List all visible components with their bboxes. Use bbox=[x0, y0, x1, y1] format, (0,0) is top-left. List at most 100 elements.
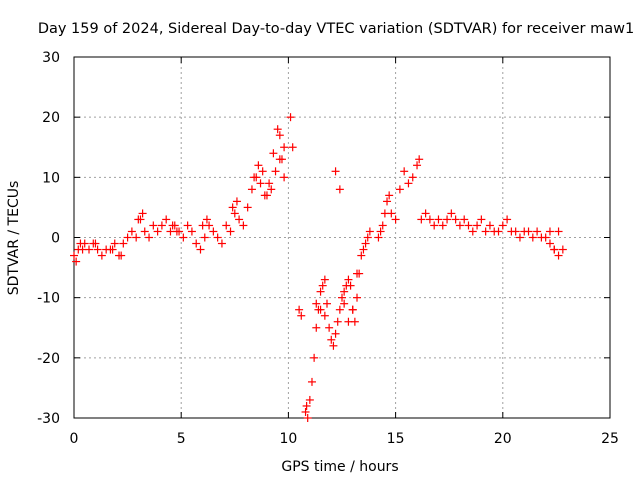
data-point bbox=[312, 323, 321, 332]
y-tick-label: -20 bbox=[37, 351, 60, 367]
data-point bbox=[344, 317, 353, 326]
data-point bbox=[302, 401, 311, 410]
data-point bbox=[545, 227, 554, 236]
data-point bbox=[325, 323, 334, 332]
y-tick-label: -10 bbox=[37, 291, 60, 307]
data-point bbox=[404, 179, 413, 188]
data-point bbox=[217, 239, 226, 248]
data-point bbox=[421, 209, 430, 218]
data-point bbox=[123, 233, 132, 242]
chart-title: Day 159 of 2024, Sidereal Day-to-day VTE… bbox=[38, 21, 634, 37]
data-point bbox=[391, 215, 400, 224]
data-point bbox=[511, 227, 520, 236]
data-point bbox=[383, 197, 392, 206]
data-point bbox=[554, 251, 563, 260]
data-point bbox=[477, 215, 486, 224]
y-tick-label: -30 bbox=[37, 411, 60, 427]
y-tick-label: 30 bbox=[42, 50, 60, 66]
data-point bbox=[250, 173, 259, 182]
x-tick-label: 15 bbox=[387, 431, 405, 447]
data-point bbox=[110, 239, 119, 248]
data-point bbox=[338, 293, 346, 302]
data-point bbox=[312, 299, 321, 308]
data-point bbox=[333, 317, 342, 326]
data-series bbox=[70, 113, 567, 422]
data-point bbox=[455, 221, 464, 230]
data-point bbox=[357, 251, 366, 260]
data-point bbox=[322, 299, 331, 308]
x-tick-label: 25 bbox=[601, 431, 619, 447]
data-point bbox=[503, 215, 512, 224]
data-point bbox=[554, 227, 563, 236]
data-point bbox=[327, 335, 336, 344]
data-point bbox=[481, 227, 490, 236]
y-axis-label: SDTVAR / TECUs bbox=[6, 181, 22, 296]
data-point bbox=[145, 233, 154, 242]
data-point bbox=[320, 311, 329, 320]
data-point bbox=[498, 221, 507, 230]
data-point bbox=[172, 227, 181, 236]
data-point bbox=[134, 215, 143, 224]
data-point bbox=[258, 167, 267, 176]
y-tick-label: 20 bbox=[42, 110, 60, 126]
data-point bbox=[468, 227, 477, 236]
data-point bbox=[340, 299, 349, 308]
data-point bbox=[138, 209, 147, 218]
data-point bbox=[353, 293, 362, 302]
data-point bbox=[247, 185, 256, 194]
data-point bbox=[415, 155, 424, 164]
data-point bbox=[395, 185, 404, 194]
y-tick-label: 10 bbox=[42, 170, 60, 186]
data-point bbox=[256, 179, 265, 188]
data-point bbox=[91, 239, 100, 248]
data-point bbox=[119, 239, 128, 248]
x-tick-label: 10 bbox=[279, 431, 297, 447]
data-point bbox=[460, 215, 469, 224]
data-point bbox=[196, 245, 205, 254]
data-point bbox=[85, 245, 94, 254]
data-point bbox=[271, 167, 280, 176]
data-point bbox=[117, 251, 126, 260]
data-point bbox=[232, 197, 241, 206]
data-point bbox=[387, 209, 396, 218]
data-point bbox=[408, 173, 417, 182]
data-point bbox=[376, 227, 385, 236]
data-point bbox=[316, 305, 325, 314]
data-point bbox=[265, 179, 274, 188]
data-point bbox=[153, 227, 162, 236]
data-point bbox=[361, 239, 370, 248]
data-point bbox=[262, 191, 271, 200]
data-point bbox=[400, 167, 409, 176]
data-point bbox=[464, 221, 473, 230]
data-point bbox=[288, 143, 297, 152]
data-point bbox=[385, 191, 394, 200]
data-point bbox=[149, 221, 158, 230]
data-point bbox=[192, 239, 201, 248]
data-point bbox=[93, 245, 102, 254]
data-point bbox=[183, 221, 192, 230]
data-point bbox=[226, 227, 235, 236]
data-point bbox=[273, 125, 282, 134]
data-point bbox=[451, 215, 460, 224]
data-point bbox=[239, 221, 248, 230]
data-point bbox=[198, 221, 207, 230]
data-point bbox=[235, 215, 244, 224]
data-point bbox=[329, 341, 338, 350]
data-point bbox=[331, 329, 340, 338]
data-point bbox=[80, 239, 89, 248]
data-point bbox=[70, 251, 78, 260]
data-point bbox=[213, 233, 222, 242]
data-point bbox=[485, 221, 494, 230]
data-point bbox=[303, 414, 312, 422]
data-point bbox=[254, 161, 263, 170]
data-point bbox=[301, 407, 310, 416]
data-point bbox=[280, 173, 289, 182]
data-point bbox=[230, 209, 239, 218]
data-point bbox=[528, 233, 537, 242]
data-point bbox=[353, 269, 362, 278]
x-axis-label: GPS time / hours bbox=[281, 459, 398, 475]
data-point bbox=[295, 305, 304, 314]
x-tick-label: 0 bbox=[70, 431, 79, 447]
data-point bbox=[346, 281, 355, 290]
